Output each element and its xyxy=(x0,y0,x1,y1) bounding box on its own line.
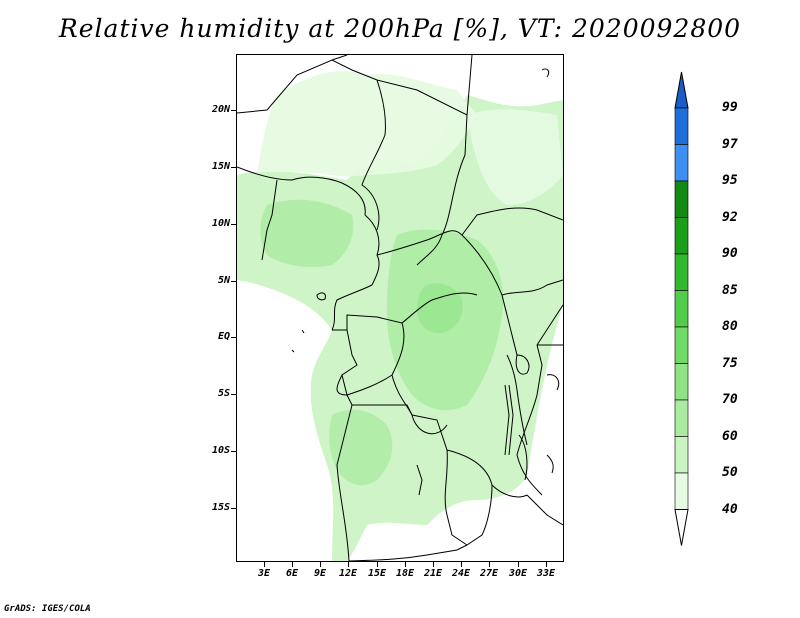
lat-tick xyxy=(231,451,236,452)
lat-tick xyxy=(231,394,236,395)
colorbar-legend: 99 97 95 92 90 85 80 75 70 60 50 40 xyxy=(665,70,745,550)
chart-title: Relative humidity at 200hPa [%], VT: 202… xyxy=(58,14,742,43)
lat-tick xyxy=(231,281,236,282)
lon-label-18e: 18E xyxy=(395,568,415,579)
map-panel xyxy=(236,54,564,562)
colorbar-label: 75 xyxy=(722,355,738,371)
humidity-region-darker-4 xyxy=(329,409,393,486)
lon-tick xyxy=(546,562,547,567)
lon-tick xyxy=(489,562,490,567)
lon-tick xyxy=(518,562,519,567)
map-canvas xyxy=(237,55,563,561)
lon-label-6e: 6E xyxy=(285,568,299,579)
lat-tick xyxy=(231,110,236,111)
lon-label-15e: 15E xyxy=(367,568,387,579)
colorbar-label: 90 xyxy=(722,246,738,261)
colorbar-bin xyxy=(674,363,689,401)
lat-label-5s: 5S xyxy=(217,388,230,399)
lon-tick xyxy=(264,562,265,567)
lat-tick xyxy=(231,167,236,168)
colorbar-bin xyxy=(674,399,689,437)
colorbar-label: 60 xyxy=(722,428,738,444)
humidity-region-east xyxy=(467,109,563,205)
lon-label-21e: 21E xyxy=(423,568,443,579)
colorbar-cap-low xyxy=(674,509,689,546)
lat-tick xyxy=(231,508,236,509)
lat-label-5n: 5N xyxy=(217,275,230,286)
humidity-region-darker-3 xyxy=(417,283,463,334)
lakes xyxy=(416,354,560,496)
lat-label-20n: 20N xyxy=(211,104,230,115)
lat-label-eq: EQ xyxy=(217,331,230,342)
lon-label-24e: 24E xyxy=(451,568,471,579)
colorbar-bin xyxy=(674,290,689,328)
lon-tick xyxy=(377,562,378,567)
lat-tick xyxy=(231,337,236,338)
humidity-region-darker-2 xyxy=(260,199,354,267)
lat-label-10n: 10N xyxy=(211,218,230,229)
lon-label-9e: 9E xyxy=(313,568,327,579)
lon-tick xyxy=(348,562,349,567)
colorbar-bin xyxy=(674,180,689,218)
colorbar-label: 95 xyxy=(722,173,738,188)
lon-tick xyxy=(461,562,462,567)
colorbar-label: 92 xyxy=(722,209,738,225)
colorbar-cap-high xyxy=(674,71,689,109)
humidity-region-north xyxy=(257,71,477,177)
lon-label-33e: 33E xyxy=(536,568,556,579)
lon-tick xyxy=(433,562,434,567)
lat-tick xyxy=(231,224,236,225)
colorbar-label: 97 xyxy=(722,136,738,152)
colorbar-bin xyxy=(674,217,689,255)
lon-label-3e: 3E xyxy=(257,568,271,579)
colorbar xyxy=(674,71,689,546)
lon-label-30e: 30E xyxy=(508,568,528,579)
colorbar-bin xyxy=(674,253,689,291)
colorbar-label: 80 xyxy=(722,319,738,334)
colorbar-bin xyxy=(674,144,689,182)
humidity-field xyxy=(237,71,563,561)
lon-tick xyxy=(405,562,406,567)
colorbar-bin xyxy=(674,107,689,145)
lat-label-15n: 15N xyxy=(211,161,230,172)
colorbar-bin xyxy=(674,436,689,474)
lon-tick xyxy=(320,562,321,567)
colorbar-label: 70 xyxy=(722,392,738,407)
country-borders xyxy=(237,55,563,561)
colorbar-bin xyxy=(674,472,689,510)
lon-label-27e: 27E xyxy=(479,568,499,579)
lon-tick xyxy=(292,562,293,567)
lon-label-12e: 12E xyxy=(338,568,358,579)
colorbar-label: 85 xyxy=(722,282,738,298)
colorbar-label: 99 xyxy=(722,100,738,115)
colorbar-label: 50 xyxy=(722,465,738,480)
lat-label-10s: 10S xyxy=(211,445,230,456)
colorbar-bin xyxy=(674,326,689,364)
credit-text: GrADS: IGES/COLA xyxy=(4,604,91,614)
colorbar-label: 40 xyxy=(722,501,738,517)
lat-label-15s: 15S xyxy=(211,502,230,513)
islands xyxy=(291,68,550,353)
